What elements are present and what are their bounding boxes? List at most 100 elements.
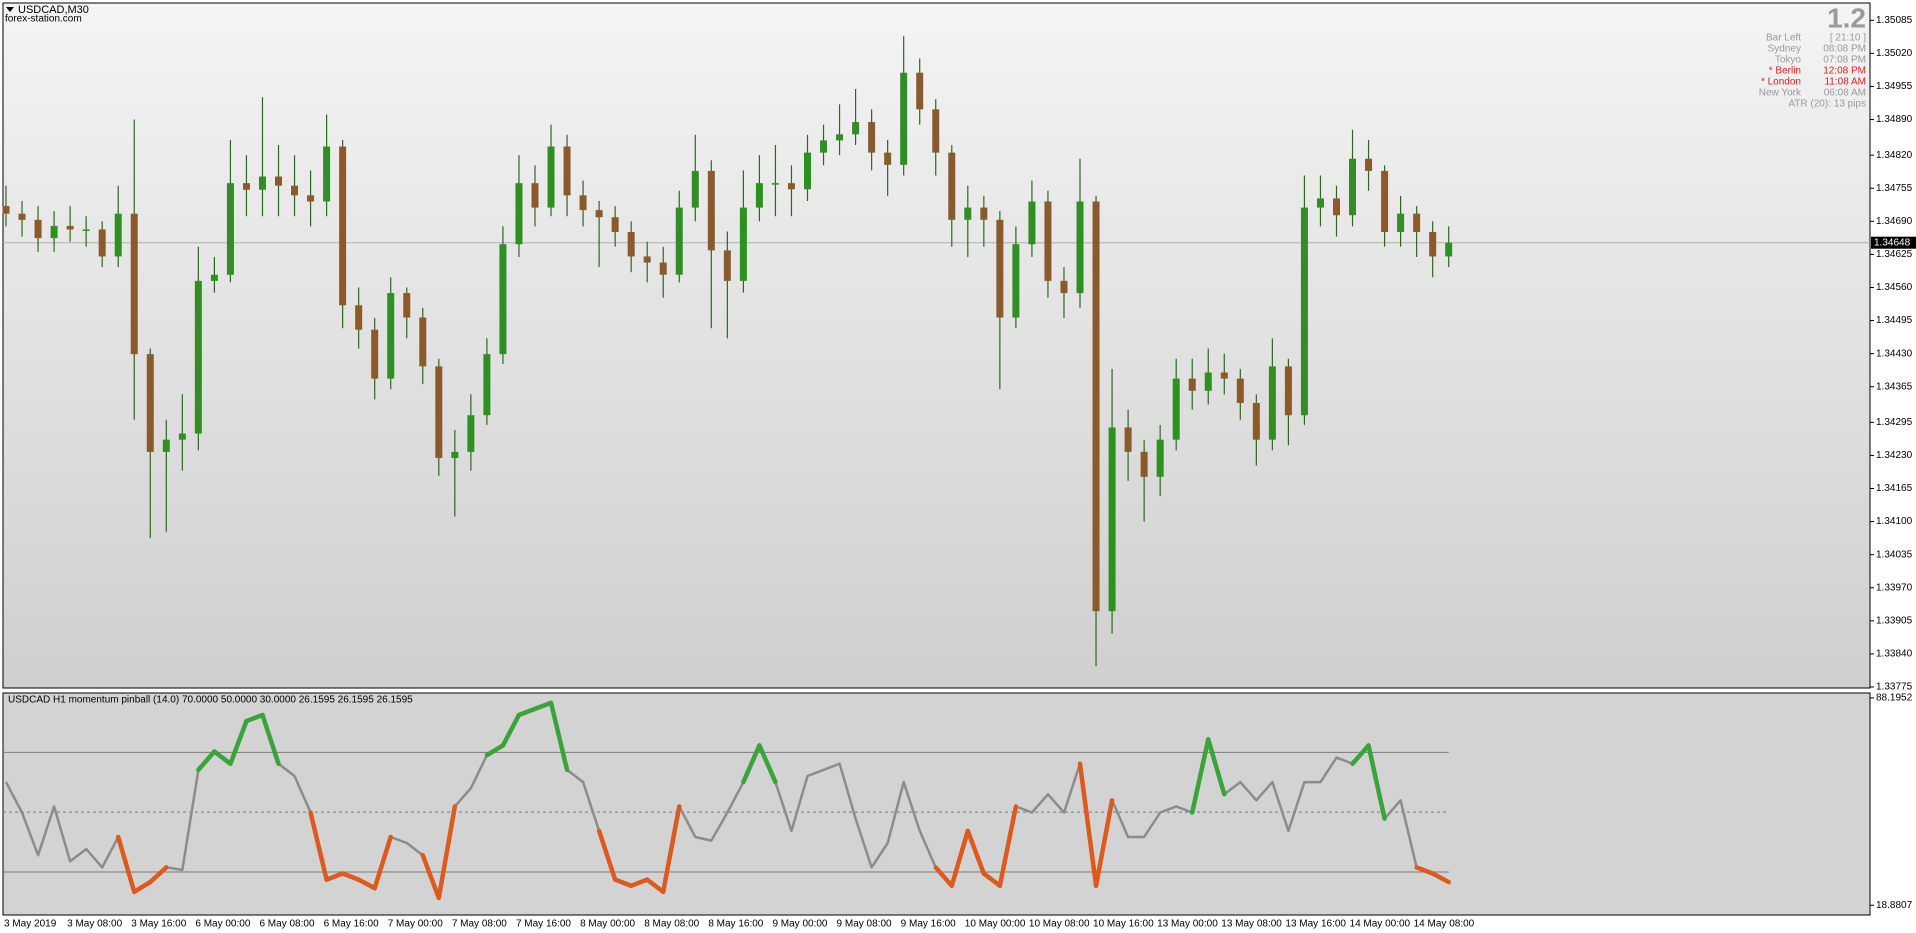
candle-body xyxy=(1445,242,1453,257)
candle-body xyxy=(419,317,427,367)
y-tick-label: 1.34295 xyxy=(1876,417,1913,428)
candle-body xyxy=(932,109,940,153)
indicator-segment xyxy=(212,749,233,766)
x-tick-label: 13 May 16:00 xyxy=(1285,919,1346,930)
indicator-segment xyxy=(308,810,329,882)
indicator-segment xyxy=(1366,743,1387,821)
y-tick-label: 1.33970 xyxy=(1876,582,1913,593)
candle-body xyxy=(900,72,908,165)
indicator-segment xyxy=(532,700,554,712)
candle-body xyxy=(499,244,507,355)
dropdown-icon[interactable] xyxy=(6,7,14,12)
indicator-segment xyxy=(1206,737,1227,797)
candle-body xyxy=(1300,207,1308,416)
candle-body xyxy=(307,195,315,202)
x-tick-label: 7 May 08:00 xyxy=(452,919,507,930)
indicator-segment xyxy=(933,865,955,888)
candle-body xyxy=(1108,427,1116,612)
candle-body xyxy=(34,219,42,239)
y-tick-label: 1.34495 xyxy=(1876,315,1913,326)
candle-body xyxy=(82,229,90,231)
candle-body xyxy=(916,72,924,110)
info-label: * London xyxy=(1761,77,1801,88)
candle-body xyxy=(852,122,860,135)
indicator-segment xyxy=(548,700,570,773)
y-tick-label: 1.34820 xyxy=(1876,150,1913,161)
candle-body xyxy=(1381,170,1389,233)
y-tick-label: 1.34560 xyxy=(1876,282,1913,293)
indicator-segment xyxy=(1189,737,1211,815)
x-tick-label: 13 May 08:00 xyxy=(1221,919,1282,930)
candle-body xyxy=(2,206,10,214)
y-tick-label: 1.34430 xyxy=(1876,348,1913,359)
candle-body xyxy=(146,354,154,452)
last-price-label: 1.34648 xyxy=(1874,237,1911,248)
candle-body xyxy=(403,293,411,318)
x-tick-label: 7 May 16:00 xyxy=(516,919,571,930)
candle-body xyxy=(531,183,539,208)
y-tick-label: 1.35020 xyxy=(1876,48,1913,59)
candle-body xyxy=(210,274,218,281)
x-tick-label: 8 May 16:00 xyxy=(708,919,763,930)
info-value: 11:08 AM xyxy=(1824,77,1866,88)
site-label: forex-station.com xyxy=(5,14,82,25)
candle-body xyxy=(1220,372,1228,379)
candle-body xyxy=(18,213,26,220)
y-tick-label: 1.34625 xyxy=(1876,249,1913,260)
indicator-segment xyxy=(131,879,153,895)
x-tick-label: 8 May 08:00 xyxy=(644,919,699,930)
candle-body xyxy=(691,170,699,208)
candle-body xyxy=(1397,213,1405,233)
indicator-segment xyxy=(260,712,281,766)
indicator-segment xyxy=(965,828,987,876)
indicator-segment xyxy=(628,877,650,888)
candle-body xyxy=(1429,232,1437,257)
candle-body xyxy=(948,152,956,220)
indicator-segment xyxy=(1077,761,1099,888)
y-tick-label: 1.34890 xyxy=(1876,114,1913,125)
candle-body xyxy=(50,225,58,239)
y-tick-label: 88.1952 xyxy=(1876,693,1913,704)
y-tick-label: 1.34755 xyxy=(1876,183,1913,194)
x-tick-label: 10 May 08:00 xyxy=(1029,919,1090,930)
x-tick-label: 13 May 00:00 xyxy=(1157,919,1218,930)
x-tick-label: 14 May 00:00 xyxy=(1350,919,1411,930)
candle-body xyxy=(1060,280,1068,294)
candle-body xyxy=(515,183,523,245)
y-tick-label: 1.33905 xyxy=(1876,615,1913,626)
indicator-title: USDCAD H1 momentum pinball (14.0) 70.000… xyxy=(8,695,413,706)
last-price-box xyxy=(1871,236,1916,249)
x-tick-label: 7 May 00:00 xyxy=(388,919,443,930)
candle-body xyxy=(130,213,138,355)
info-value: 07:08 PM xyxy=(1823,55,1866,66)
indicator-segment xyxy=(1093,798,1115,888)
info-value: [ 21:10 ] xyxy=(1830,33,1866,44)
candle-body xyxy=(435,366,443,458)
indicator-segment xyxy=(356,877,377,891)
indicator-segment xyxy=(324,871,345,882)
y-tick-label: 1.34100 xyxy=(1876,516,1913,527)
candle-body xyxy=(194,280,202,434)
indicator-segment xyxy=(981,871,1003,888)
candle-body xyxy=(595,210,603,218)
x-tick-label: 6 May 00:00 xyxy=(195,919,250,930)
candle-body xyxy=(563,146,571,196)
candle-body xyxy=(723,250,731,281)
candle-body xyxy=(1332,198,1340,216)
y-tick-label: 1.34955 xyxy=(1876,81,1913,92)
candle-body xyxy=(771,183,779,185)
indicator-segment xyxy=(660,804,682,895)
x-tick-label: 9 May 00:00 xyxy=(772,919,827,930)
candle-body xyxy=(66,225,74,230)
indicator-segment xyxy=(228,718,249,766)
candle-body xyxy=(643,256,651,263)
indicator-segment xyxy=(244,712,265,724)
candle-body xyxy=(884,152,892,165)
candle-body xyxy=(755,183,763,208)
x-tick-label: 3 May 16:00 xyxy=(131,919,186,930)
y-tick-label: 1.33775 xyxy=(1876,682,1913,693)
candle-body xyxy=(1252,403,1260,440)
indicator-segment xyxy=(1350,743,1371,766)
info-headline: 1.2 xyxy=(1827,2,1866,33)
